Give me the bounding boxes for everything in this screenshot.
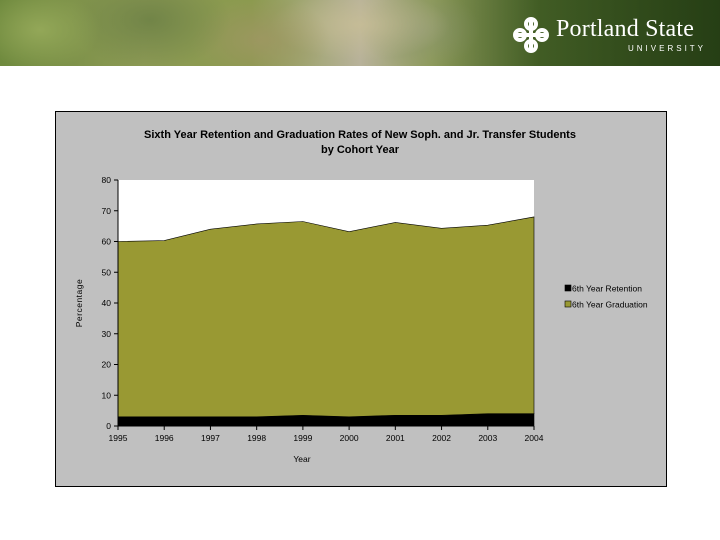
x-tick-label: 2001	[386, 433, 405, 443]
logo-subtitle: UNIVERSITY	[628, 44, 707, 53]
x-ticks: 1995 1996 1997 1998 1999 2000 2001 2002 2003 2004	[109, 426, 544, 443]
x-tick-label: 1999	[293, 433, 312, 443]
chart-subtitle: by Cohort Year	[321, 144, 400, 156]
chart-title: Sixth Year Retention and Graduation Rate…	[144, 129, 576, 141]
legend-label: 6th Year Graduation	[572, 300, 648, 310]
x-tick-label: 2003	[478, 433, 497, 443]
y-tick-label: 40	[102, 298, 112, 308]
x-axis-label: Year	[293, 454, 310, 464]
chart-panel: Sixth Year Retention and Graduation Rate…	[55, 111, 667, 487]
header-banner: Portland State UNIVERSITY	[0, 0, 720, 66]
logo-mark-icon	[513, 17, 549, 53]
y-tick-label: 20	[102, 360, 112, 370]
x-tick-label: 2000	[340, 433, 359, 443]
y-tick-label: 30	[102, 329, 112, 339]
y-tick-label: 60	[102, 237, 112, 247]
x-tick-label: 1996	[155, 433, 174, 443]
legend-label: 6th Year Retention	[572, 284, 642, 294]
legend-swatch	[564, 300, 572, 308]
y-tick-label: 0	[106, 421, 111, 431]
x-tick-label: 1998	[247, 433, 266, 443]
y-tick-label: 80	[102, 175, 112, 185]
area-series-2	[117, 216, 535, 418]
x-tick-label: 2004	[525, 433, 544, 443]
legend: 6th Year Retention 6th Year Graduation	[564, 284, 648, 310]
y-tick-label: 10	[102, 390, 112, 400]
x-tick-label: 1997	[201, 433, 220, 443]
x-tick-label: 2002	[432, 433, 451, 443]
y-axis-label: Percentage	[74, 279, 84, 327]
logo-name: Portland State	[556, 16, 695, 42]
university-logo[interactable]: Portland State UNIVERSITY	[512, 14, 712, 56]
x-tick-label: 1995	[109, 433, 128, 443]
y-ticks: 0 10 20 30 40 50 60 70 80	[102, 175, 118, 431]
legend-swatch	[564, 284, 572, 292]
area-series-group	[117, 216, 535, 427]
y-tick-label: 50	[102, 267, 112, 277]
chart: Sixth Year Retention and Graduation Rate…	[74, 129, 648, 464]
y-tick-label: 70	[102, 206, 112, 216]
banner-shade	[0, 0, 720, 66]
